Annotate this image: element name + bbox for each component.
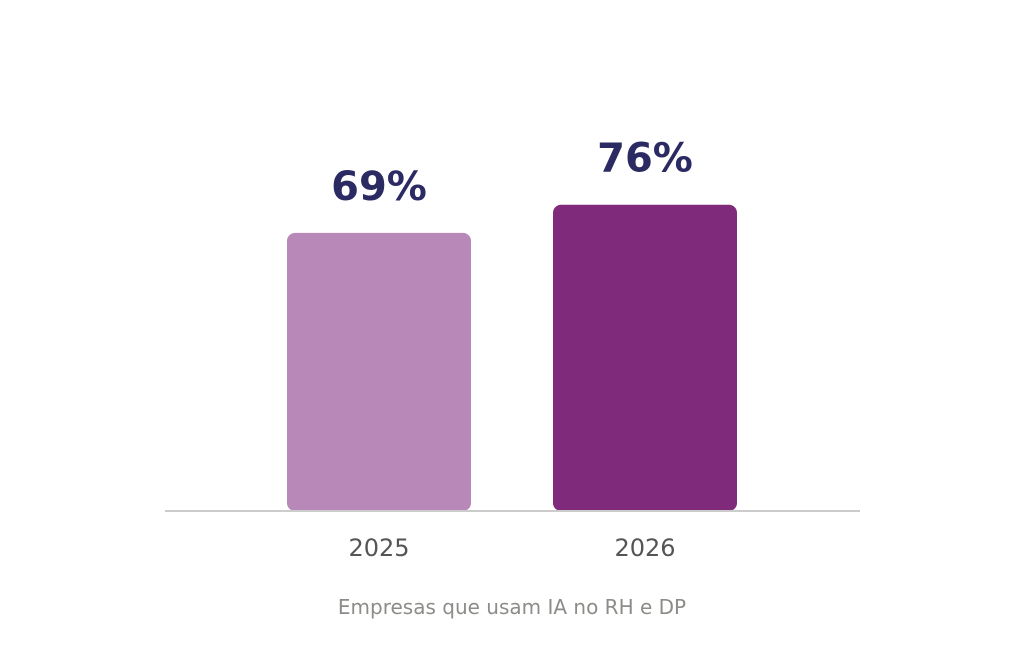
bar-2025 [287, 232, 471, 511]
bar-2026 [553, 204, 737, 511]
value-label-2025: 69% [331, 164, 427, 210]
value-label-2026: 76% [597, 136, 693, 182]
labels-layer: 69% 2025 76% 2026 [331, 136, 693, 562]
x-tick-label-2025: 2025 [348, 534, 409, 562]
bars-layer [287, 204, 737, 511]
x-tick-label-2026: 2026 [614, 534, 675, 562]
x-axis-caption: Empresas que usam IA no RH e DP [338, 595, 686, 619]
